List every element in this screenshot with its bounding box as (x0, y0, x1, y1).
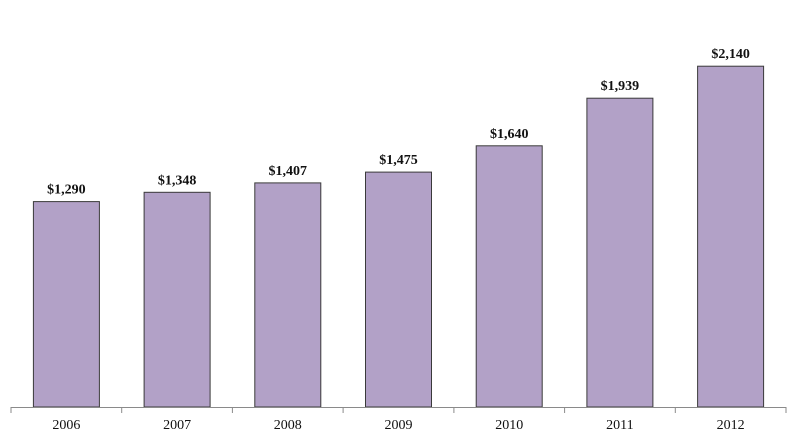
x-tick-label-2012: 2012 (717, 418, 745, 433)
bar-2009 (365, 171, 432, 408)
bar-2007 (143, 191, 211, 408)
value-label-2009: $1,475 (379, 153, 418, 168)
value-label-2012: $2,140 (711, 47, 750, 62)
x-tick-label-2007: 2007 (163, 418, 191, 433)
x-tick-label-2009: 2009 (385, 418, 413, 433)
value-label-2007: $1,348 (158, 173, 197, 188)
bar-2006 (32, 201, 100, 408)
x-tick-label-2011: 2011 (606, 418, 633, 433)
x-tick-labels: 2006 2007 2008 2009 2010 2011 2012 (52, 418, 744, 433)
value-label-2006: $1,290 (47, 183, 86, 198)
bar-2011 (586, 97, 654, 408)
value-label-2011: $1,939 (601, 79, 640, 94)
x-tick-label-2010: 2010 (495, 418, 523, 433)
x-tick-label-2008: 2008 (274, 418, 302, 433)
x-axis (10, 407, 787, 413)
bars-group (32, 65, 765, 408)
bar-2010 (475, 145, 543, 408)
value-label-2010: $1,640 (490, 127, 529, 142)
value-labels-group: $1,290 $1,348 $1,407 $1,475 $1,640 $1,939 $2,1… (47, 47, 750, 197)
value-label-2008: $1,407 (269, 164, 308, 179)
bar-2012 (697, 65, 765, 408)
bar-2008 (254, 182, 322, 408)
x-tick-label-2006: 2006 (52, 418, 80, 433)
